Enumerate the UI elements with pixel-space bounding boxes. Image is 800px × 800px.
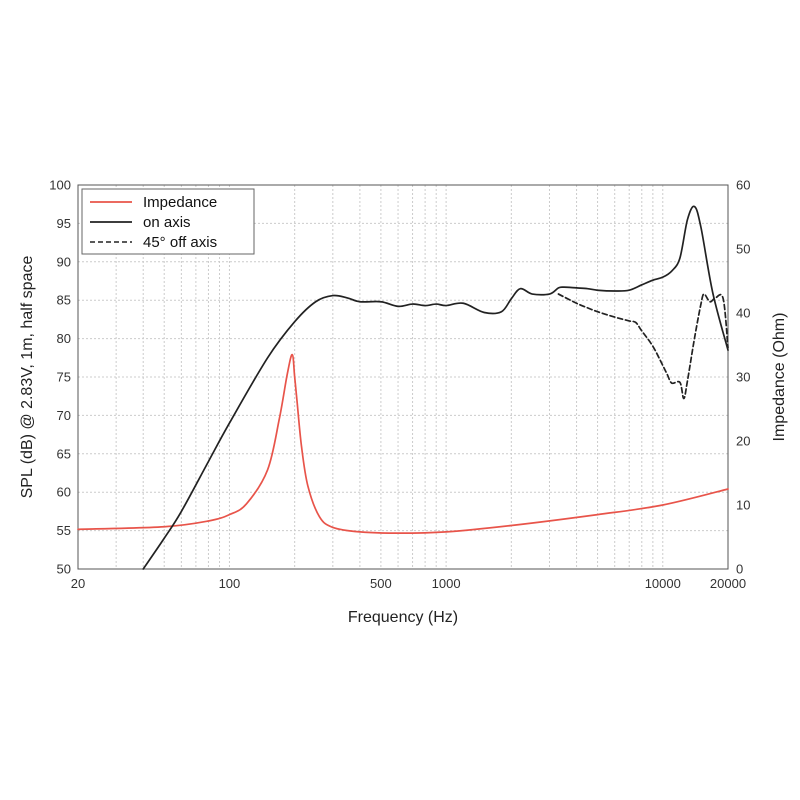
plot-frame <box>77 184 729 570</box>
legend-label-45-off-axis: 45° off axis <box>143 234 217 251</box>
y-left-tick-label: 90 <box>57 254 71 269</box>
y-left-tick-label: 70 <box>57 408 71 423</box>
y-left-tick-label: 85 <box>57 293 71 308</box>
legend-label-impedance: Impedance <box>143 194 217 211</box>
y-left-tick-label: 100 <box>49 178 71 193</box>
y-left-tick-label: 65 <box>57 446 71 461</box>
x-tick-label: 500 <box>370 576 392 591</box>
tick-labels: 20 100 500 1000 10000 20000505560657075808590… <box>49 178 750 592</box>
y-left-tick-label: 80 <box>57 331 71 346</box>
x-tick-label: 1000 <box>432 576 461 591</box>
y-axis-right-title: Impedance (Ohm) <box>771 313 788 442</box>
y-right-tick-label: 40 <box>736 306 750 321</box>
y-right-tick-label: 50 <box>736 242 750 257</box>
y-left-tick-label: 50 <box>57 562 71 577</box>
y-right-tick-label: 20 <box>736 434 750 449</box>
x-tick-label: 10000 <box>645 576 681 591</box>
y-axis-left-title: SPL (dB) @ 2.83V, 1m, half space <box>19 256 36 499</box>
series-layer <box>77 205 729 570</box>
x-tick-label: 100 <box>219 576 241 591</box>
y-right-tick-label: 30 <box>736 370 750 385</box>
x-tick-label: 20 <box>71 576 85 591</box>
y-right-tick-label: 10 <box>736 498 750 513</box>
y-left-tick-label: 75 <box>57 370 71 385</box>
series-45-off-axis-line <box>557 293 729 400</box>
legend-label-on-axis: on axis <box>143 214 191 231</box>
y-left-tick-label: 95 <box>57 216 71 231</box>
y-left-tick-label: 55 <box>57 523 71 538</box>
x-axis-title: Frequency (Hz) <box>348 609 458 626</box>
series-impedance-line <box>77 353 729 535</box>
x-tick-label: 20000 <box>710 576 746 591</box>
y-left-tick-label: 60 <box>57 485 71 500</box>
y-right-tick-label: 0 <box>736 562 743 577</box>
legend: Impedance on axis 45° off axis <box>81 188 255 255</box>
y-right-tick-label: 60 <box>736 178 750 193</box>
series-on-axis-line <box>142 205 729 570</box>
